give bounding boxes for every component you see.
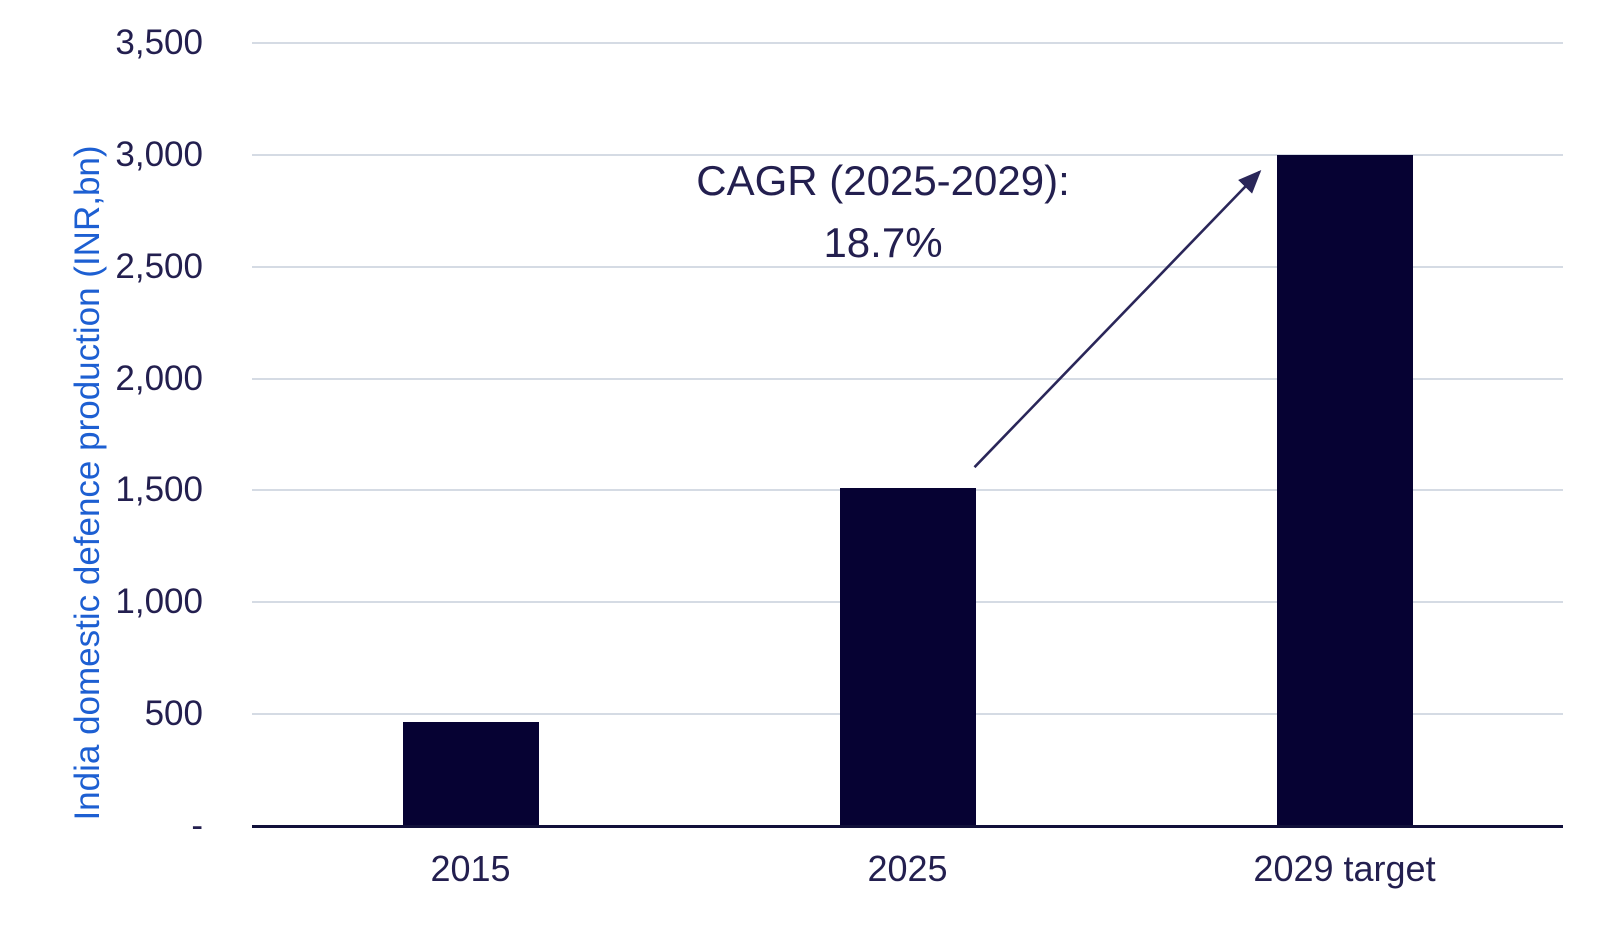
bar-2025 bbox=[839, 488, 976, 826]
cagr-annotation: CAGR (2025-2029): 18.7% bbox=[696, 150, 1070, 274]
x-axis-line bbox=[252, 824, 1563, 828]
cagr-annotation-label: CAGR (2025-2029): bbox=[696, 157, 1070, 204]
y-tick-label: 1,500 bbox=[115, 470, 203, 510]
cagr-annotation-value: 18.7% bbox=[823, 219, 943, 266]
gridline bbox=[252, 377, 1563, 380]
y-tick-label: 2,500 bbox=[115, 246, 203, 286]
y-tick-label: 3,500 bbox=[115, 23, 203, 62]
x-tick-label: 2029 target bbox=[1253, 848, 1436, 889]
bar-2015 bbox=[402, 721, 539, 826]
gridline bbox=[252, 265, 1563, 268]
y-tick-label: - bbox=[191, 806, 203, 845]
y-tick-label: 1,000 bbox=[115, 582, 203, 622]
x-tick-label: 2015 bbox=[430, 848, 511, 889]
bar-2029-target bbox=[1276, 154, 1413, 826]
y-tick-label: 3,000 bbox=[115, 134, 203, 174]
y-tick-label: 2,000 bbox=[115, 358, 203, 398]
y-tick-label: 500 bbox=[144, 694, 203, 734]
gridline bbox=[252, 153, 1563, 156]
gridline bbox=[252, 42, 1563, 44]
x-tick-label: 2025 bbox=[867, 848, 948, 889]
